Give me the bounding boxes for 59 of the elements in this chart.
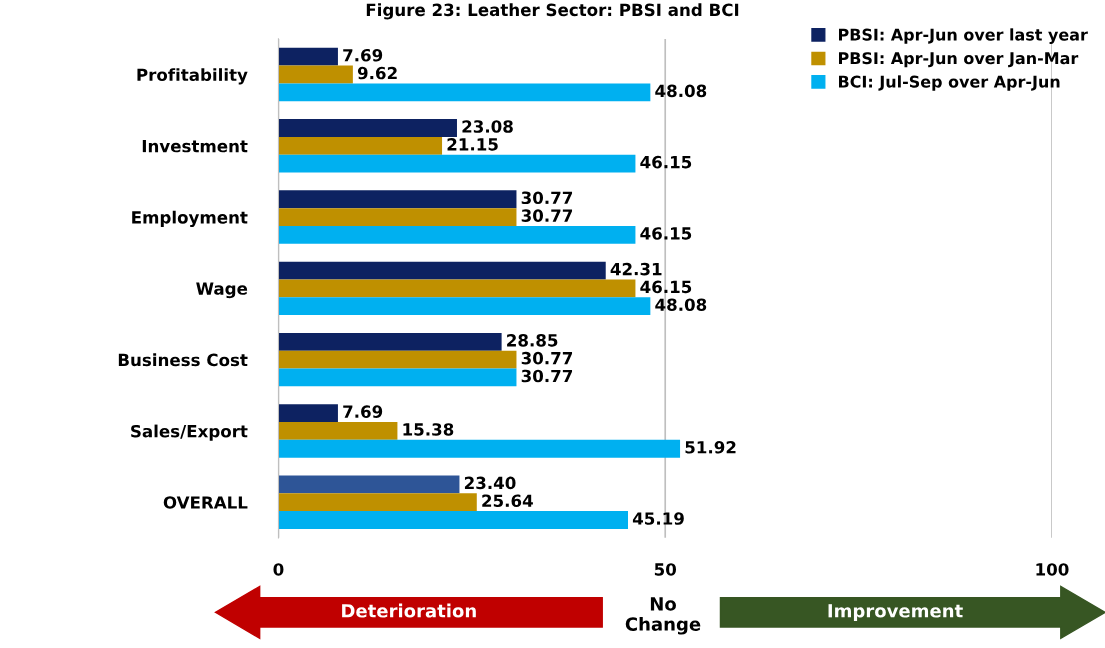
y-tick-label: OVERALL [163, 496, 248, 509]
bar [278, 511, 628, 529]
bar [278, 208, 517, 226]
bar [278, 368, 517, 387]
data-label: 7.69 [343, 405, 383, 418]
data-label: 46.15 [640, 227, 692, 240]
legend-label: PBSI: Apr-Jun over Jan-Mar [839, 52, 1079, 68]
data-label: 48.08 [655, 298, 707, 312]
data-label: 30.77 [521, 191, 573, 205]
data-label: 9.62 [357, 66, 397, 80]
bar [278, 83, 651, 102]
y-tick-label: Investment [142, 139, 248, 153]
data-label: 30.77 [521, 209, 573, 222]
legend-label: PBSI: Apr-Jun over last year [839, 28, 1088, 44]
data-label: 28.85 [507, 334, 558, 347]
data-label: 45.19 [632, 512, 684, 525]
data-label: 23.40 [464, 476, 516, 490]
y-tick-label: Business Cost [118, 353, 248, 367]
bar [278, 297, 651, 316]
text: Deterioration [342, 603, 476, 618]
data-label: 51.92 [685, 440, 736, 454]
data-label: 30.77 [521, 351, 573, 365]
y-tick-label: Profitability [137, 68, 248, 85]
y-tick-label: Sales/Export [131, 424, 248, 441]
bar [278, 261, 606, 280]
chart-title: Figure 23: Leather Sector: PBSI and BCI [366, 3, 739, 20]
data-label: 46.15 [640, 155, 692, 169]
y-tick-label: Wage [196, 282, 248, 299]
bar [278, 119, 457, 137]
data-label: 21.15 [447, 138, 498, 151]
x-tick-label: 100 [1036, 563, 1069, 576]
bar [278, 47, 338, 66]
y-tick-label: Employment [132, 210, 248, 228]
data-label: 7.69 [343, 48, 383, 62]
data-label: 23.08 [462, 120, 513, 133]
bar [278, 439, 681, 458]
x-tick-label: 0 [273, 563, 284, 576]
bar [278, 404, 338, 423]
bar [278, 190, 517, 209]
data-label: 15.38 [403, 423, 454, 436]
x-tick-label: 50 [654, 563, 677, 576]
bar [278, 65, 353, 84]
text: No Change [625, 597, 701, 635]
data-label: 46.15 [640, 280, 692, 294]
bar [278, 279, 636, 298]
bar [278, 493, 477, 512]
bar [278, 154, 636, 173]
legend-label: BCI: Jul-Sep over Apr-Jun [839, 75, 1060, 91]
bar [278, 136, 443, 155]
bar [278, 332, 502, 351]
data-label: 48.08 [655, 84, 707, 98]
bar [278, 422, 398, 440]
bar [278, 350, 517, 369]
bar [278, 475, 460, 494]
bar [278, 225, 636, 244]
data-label: 42.31 [610, 262, 662, 276]
data-label: 25.64 [482, 494, 533, 508]
data-label: 30.77 [521, 369, 573, 383]
text: Improvement [828, 604, 963, 622]
